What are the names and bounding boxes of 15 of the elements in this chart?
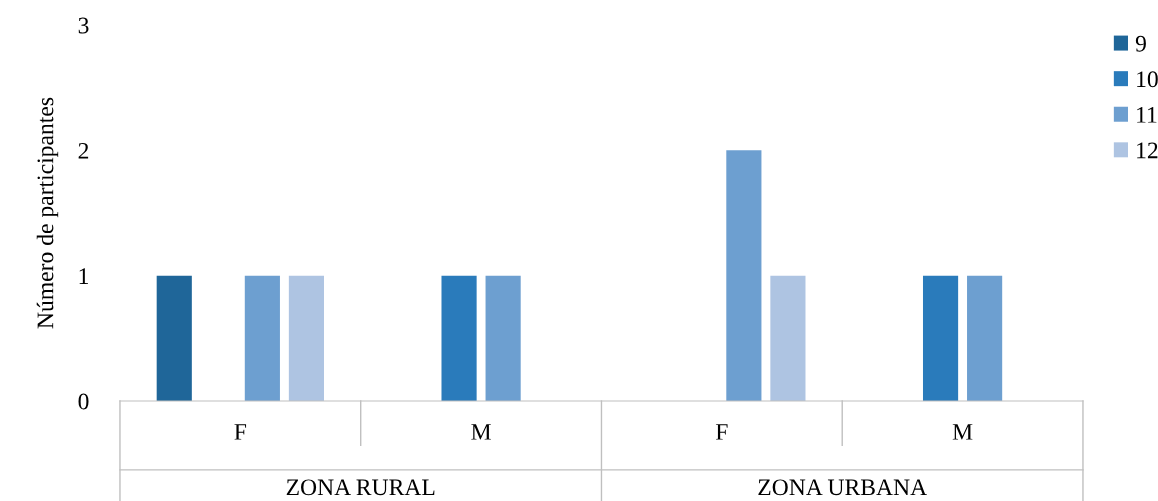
x-tick-label: M [952,424,973,440]
y-axis-title: Número de participantes [36,97,59,329]
text: ZONA RURAL [286,479,435,496]
legend-label: 10 [1137,71,1158,88]
x-tick-label: F [234,424,247,440]
y-tick-label: 0 [78,393,89,410]
x-tick-label: M [471,424,491,440]
legend-label: 9 [1135,35,1146,52]
y-tick-label: 2 [78,142,89,159]
legend-label: 12 [1137,142,1158,159]
x-tick-label: F [715,424,728,440]
legend-label: 11 [1137,106,1157,123]
y-tick-label: 1 [79,268,88,284]
text: ZONA URBANA [758,479,927,496]
y-tick-label: 3 [78,17,89,34]
